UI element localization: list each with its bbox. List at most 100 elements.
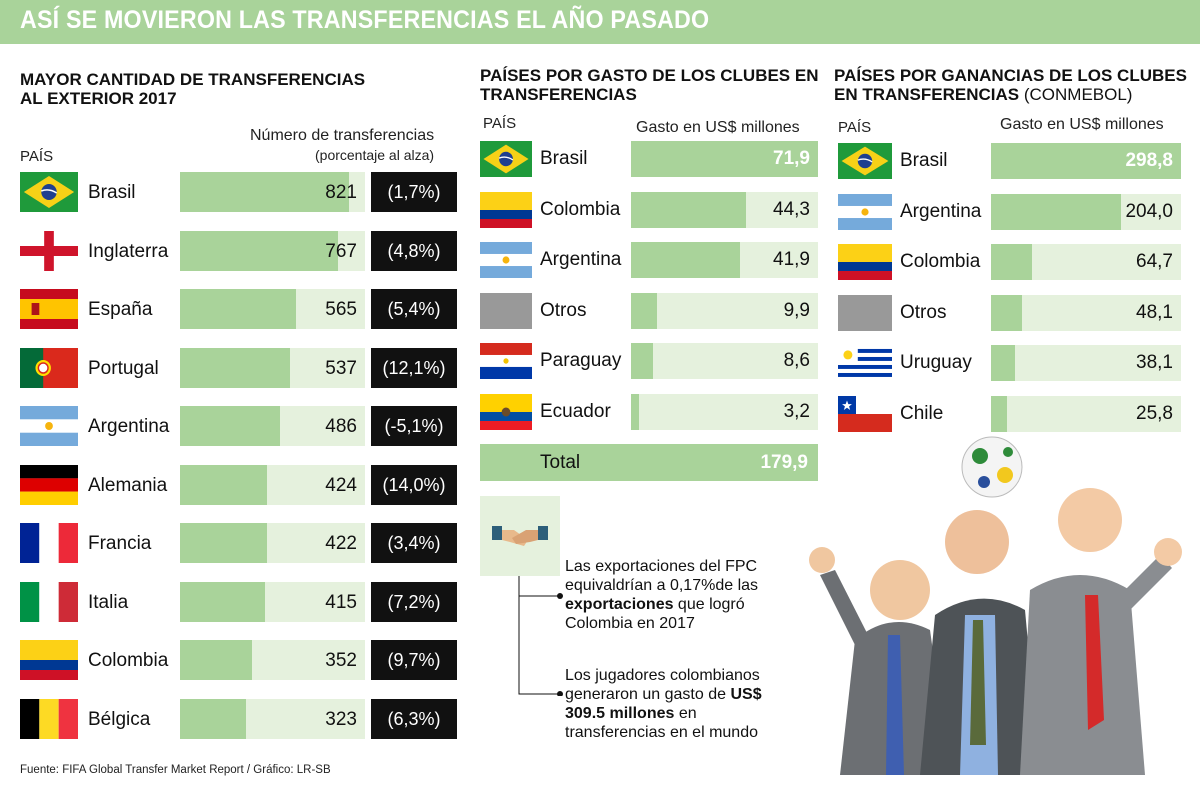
chart1-bar-track: 767 [180,230,365,271]
england-flag-icon [20,230,78,271]
chart2-country-label: Colombia [540,198,621,220]
chart3-country-label: Chile [900,402,944,424]
chart2-row: Colombia 44,3 [0,191,1200,232]
chart1-row: Bélgica 323 (6,3%) [0,698,1200,739]
chart2-bar-track: 9,9 [631,292,818,329]
portugal-flag-icon [20,347,78,388]
chart1-bar-track: 565 [180,289,365,329]
chart1-country-label: Italia [88,591,129,613]
chile-flag-icon [838,395,892,432]
colombia-flag-icon [838,244,892,280]
chart1-country-header: PAÍS [20,148,54,165]
chart2-value-label: 44,3 [773,198,810,220]
spain-flag-icon [20,289,78,329]
notes-connector [518,576,563,696]
source-note: Fuente: FIFA Global Transfer Market Repo… [20,764,331,776]
chart1-bar [180,406,280,446]
chart1-country-label: Portugal [88,357,159,379]
chart1-bar-track: 415 [180,581,365,622]
chart2-country-label: Brasil [540,148,588,169]
chart2-title-line2: TRANSFERENCIAS [480,85,637,104]
chart2-value-label: 3,2 [783,400,810,422]
placeholder-icon [838,294,892,331]
chart2-bar [631,393,640,430]
chart1-country-label: Alemania [88,474,168,496]
chart3-bar-track: 64,7 [991,244,1181,280]
chart1-country-label: Brasil [88,182,136,203]
chart1-bar-track: 424 [180,464,365,505]
chart1-row: España 565 (5,4%) [0,289,1200,329]
chart1-row: Inglaterra 767 (4,8%) [0,230,1200,271]
chart3-title-suffix: (CONMEBOL) [1019,85,1133,104]
chart2-country-label: Paraguay [540,350,622,371]
chart3-bar [991,345,1016,381]
soccer-ball-icon [961,436,1023,498]
chart1-pct-badge: (3,4%) [371,523,457,563]
chart3-bar-track: 48,1 [991,294,1181,331]
chart2-bar [631,343,654,379]
colombia-flag-icon [20,640,78,680]
chart2-title-line1: PAÍSES POR GASTO DE LOS CLUBES EN [480,66,819,85]
uruguay-flag-icon [838,345,892,381]
handshake-icon-box [480,496,560,576]
chart1-value-label: 424 [325,474,357,496]
chart3-title-line2: EN TRANSFERENCIAS [834,85,1020,104]
chart2-row: Ecuador 3,2 [0,393,1200,434]
chart1-pct-badge: (4,8%) [371,230,457,271]
chart1-bar [180,698,247,739]
chart3-title-line1: PAÍSES POR GANANCIAS DE LOS CLUBES [834,66,1187,85]
chart1-title-line2: AL EXTERIOR 2017 [20,89,177,108]
chart3-bar [991,143,1181,179]
chart3-bar-track: 204,0 [991,193,1181,230]
chart1-value-subheader: (porcentaje al alza) [315,147,435,163]
chart3-value-label: 38,1 [1136,352,1173,373]
chart1-bar [180,172,349,212]
argentina-flag-icon [838,193,892,230]
chart1-bar-track: 537 [180,347,365,388]
colombia-flag-icon [480,191,532,228]
chart1-row: Italia 415 (7,2%) [0,581,1200,622]
chart3-row: Argentina 204,0 [0,193,1200,234]
chart3-country-label: Colombia [900,251,981,272]
chart1-value-label: 767 [325,240,357,262]
ecuador-flag-icon [480,393,532,430]
chart2-country-label: Otros [540,299,587,321]
chart2-bar [631,292,657,329]
chart1-country-label: Argentina [88,416,170,437]
chart2-bar-track: 8,6 [631,343,818,379]
chart1-row: Argentina 486 (-5,1%) [0,406,1200,446]
belgium-flag-icon [20,698,78,739]
chart3-value-header: Gasto en US$ millones [1000,116,1164,133]
chart2-title: PAÍSES POR GASTO DE LOS CLUBES EN TRANSF… [480,66,818,104]
chart2-country-header: PAÍS [483,115,517,132]
chart1-bar [180,289,297,329]
chart1-pct-badge: (-5,1%) [371,406,457,446]
chart2-row: Otros 9,9 [0,292,1200,333]
germany-flag-icon [20,464,78,505]
chart2-row: Paraguay 8,6 [0,343,1200,383]
chart1-value-label: 415 [325,591,357,613]
note-spending: Los jugadores colombianos generaron un g… [565,666,795,742]
chart3-value-label: 64,7 [1136,251,1173,272]
chart3-row: Brasil 298,8 [0,143,1200,183]
brazil-flag-icon [838,143,892,179]
chart2-bar [631,191,747,228]
chart3-bar-track: 25,8 [991,395,1181,432]
paraguay-flag-icon [480,343,532,379]
chart1-value-label: 486 [325,416,357,437]
chart3-row: Colombia 64,7 [0,244,1200,284]
chart1-country-label: España [88,299,153,320]
chart1-bar [180,523,267,563]
header-banner: ASÍ SE MOVIERON LAS TRANSFERENCIAS EL AÑ… [0,0,1200,44]
chart2-bar-track: 41,9 [631,242,818,278]
chart2-bar [631,141,818,177]
chart2-value-header: Gasto en US$ millones [636,119,800,136]
chart1-country-label: Francia [88,533,152,554]
chart2-country-label: Ecuador [540,400,611,422]
chart1-bar-track: 323 [180,698,365,739]
handshake-icon [492,526,548,546]
chart1-pct-badge: (14,0%) [371,464,457,505]
note1-suffix: que logró Colombia en 2017 [565,596,745,632]
argentina-flag-icon [480,242,532,278]
chart3-country-label: Argentina [900,200,982,222]
